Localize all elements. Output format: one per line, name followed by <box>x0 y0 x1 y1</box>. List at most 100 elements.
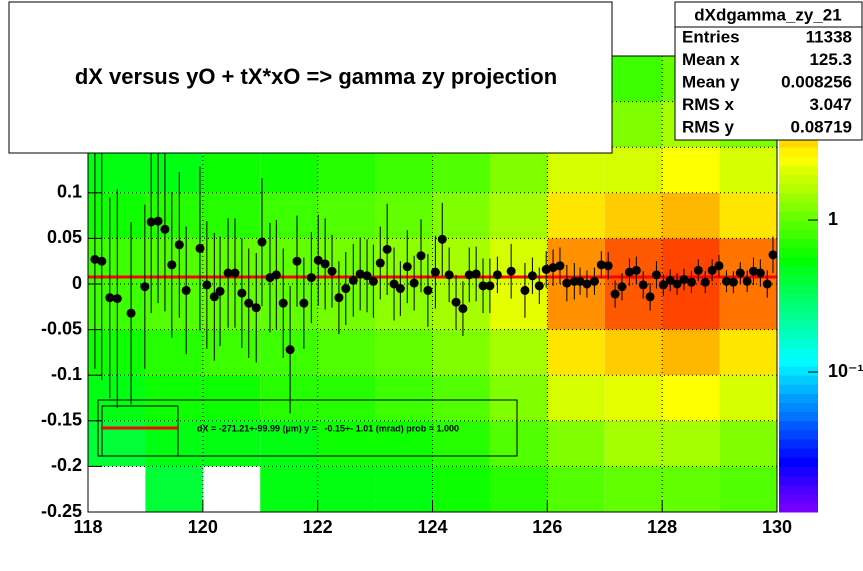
profile-point <box>416 251 426 261</box>
heat-cell <box>375 329 433 376</box>
profile-point <box>714 261 724 271</box>
heat-cell <box>260 284 318 330</box>
profile-point <box>375 258 385 268</box>
profile-point <box>589 276 599 286</box>
heat-cell <box>547 466 605 512</box>
profile-point <box>402 262 412 272</box>
profile-point <box>700 277 710 287</box>
colorbar-step <box>779 293 818 303</box>
colorbar-step <box>779 502 818 513</box>
heat-cell <box>375 420 433 467</box>
heat-cell <box>489 420 548 467</box>
heat-cell <box>145 375 203 421</box>
profile-point <box>153 216 163 226</box>
x-tick-label: 124 <box>417 517 447 537</box>
profile-point <box>423 285 433 295</box>
profile-point <box>658 280 668 290</box>
heat-cell <box>547 329 605 376</box>
legend-box <box>97 399 518 457</box>
profile-point <box>665 275 675 285</box>
profile-point <box>292 256 302 266</box>
heat-cell <box>260 466 318 512</box>
profile-point <box>90 254 100 264</box>
profile-point <box>437 234 447 244</box>
profile-point <box>624 267 634 277</box>
heat-cell <box>719 466 777 512</box>
heat-cell <box>604 466 663 512</box>
heat-cell <box>202 375 261 421</box>
x-tick-label: 130 <box>762 517 792 537</box>
stats-value: 3.047 <box>809 95 852 114</box>
profile-point <box>174 240 184 250</box>
y-tick-label: -0.25 <box>41 501 82 521</box>
z-tick-label: 10⁻¹ <box>828 361 863 381</box>
heat-cell <box>719 329 777 376</box>
profile-point <box>320 259 330 269</box>
profile-point <box>348 275 358 285</box>
colorbar-step <box>779 493 818 504</box>
profile-point <box>140 282 150 292</box>
heat-cell <box>88 329 146 376</box>
profile-point <box>645 292 655 302</box>
profile-point <box>631 265 641 275</box>
profile-point <box>686 277 696 287</box>
profile-point <box>299 298 309 308</box>
stats-box: dXdgamma_zy_21 Entries 11338 Mean x 125.3 Me… <box>674 1 863 141</box>
profile-point <box>181 285 191 295</box>
heat-cell <box>662 192 720 239</box>
colorbar-step <box>779 329 818 340</box>
stats-label: Entries <box>682 27 740 46</box>
stats-label: RMS x <box>682 95 735 114</box>
heat-cell <box>662 375 720 421</box>
profile-point <box>748 266 758 276</box>
colorbar-step <box>779 138 818 148</box>
heat-cell <box>202 147 261 193</box>
profile-point <box>112 294 122 304</box>
profile-point <box>223 268 233 278</box>
colorbar-step <box>779 338 818 349</box>
profile-point <box>541 264 551 274</box>
colorbar-step <box>779 320 818 331</box>
heat-cell <box>88 147 146 193</box>
profile-point <box>555 261 565 271</box>
heat-cell <box>202 329 261 376</box>
profile-point <box>251 303 261 313</box>
heat-cell <box>604 56 663 102</box>
profile-point <box>464 270 474 280</box>
colorbar-step <box>779 156 818 166</box>
profile-point <box>492 270 502 280</box>
profile-point <box>355 269 365 279</box>
colorbar-step <box>779 475 818 486</box>
heat-cell <box>317 466 376 512</box>
profile-point <box>334 293 344 303</box>
y-tick-label: 0.1 <box>57 182 82 202</box>
profile-point <box>735 268 745 278</box>
heat-cell <box>662 420 720 467</box>
heat-cell <box>260 375 318 421</box>
heat-cell <box>260 192 318 239</box>
heat-cell <box>719 284 777 330</box>
colorbar-step <box>779 466 818 477</box>
heat-cell <box>375 192 433 239</box>
y-tick-label: -0.05 <box>41 318 82 338</box>
heat-cell <box>317 420 376 467</box>
profile-point <box>693 265 703 275</box>
colorbar-step <box>779 439 818 449</box>
heat-cell <box>260 147 318 193</box>
profile-point <box>451 297 461 307</box>
heat-cell <box>604 147 663 193</box>
colorbar-step <box>779 356 818 367</box>
heat-cell <box>88 284 146 330</box>
colorbar-step <box>779 302 818 312</box>
heat-cell <box>375 466 433 512</box>
chart-title: dX versus yO + tX*xO => gamma zy project… <box>75 64 557 89</box>
profile-point <box>755 268 765 278</box>
heat-cell <box>489 466 548 512</box>
heat-cell <box>547 284 605 330</box>
profile-point <box>278 298 288 308</box>
title-box: dX versus yO + tX*xO => gamma zy project… <box>8 1 613 154</box>
profile-point <box>596 260 606 270</box>
title-frame <box>8 1 613 154</box>
colorbar-step <box>779 147 818 157</box>
profile-point <box>341 284 351 294</box>
